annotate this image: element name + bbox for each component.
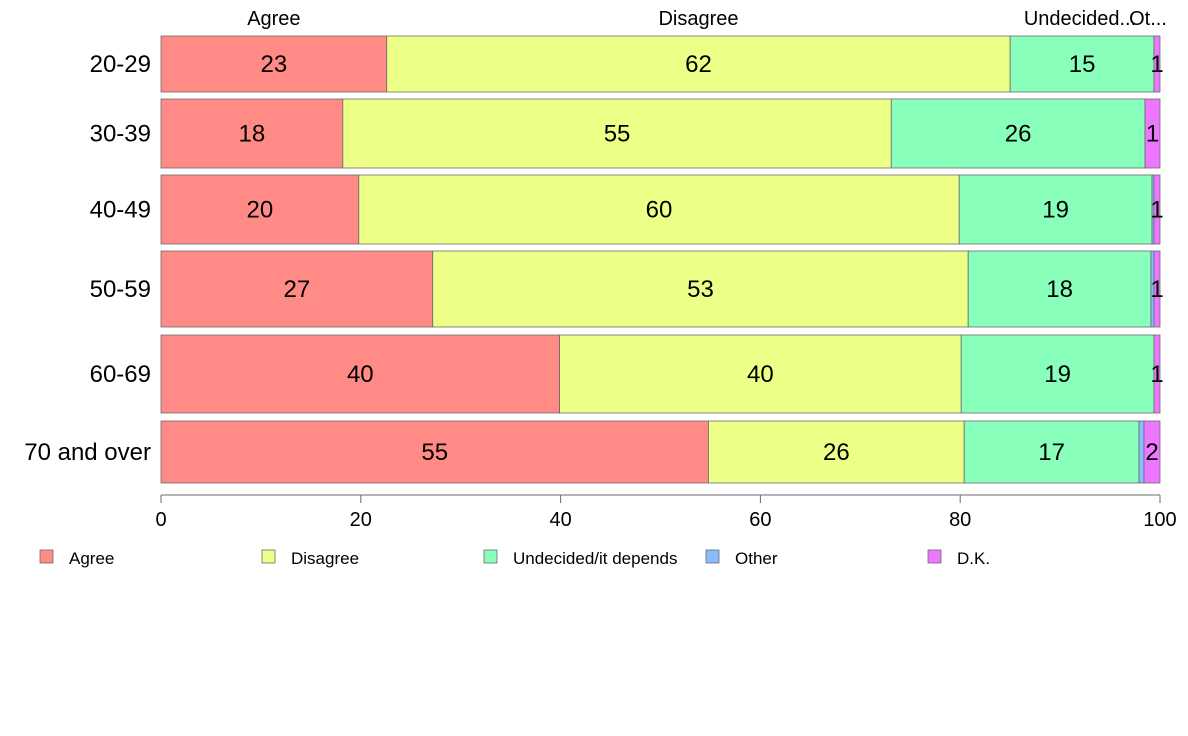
bar-segment-2-row-1 [890, 98, 1146, 169]
bar-segment-2-row-4 [960, 334, 1155, 414]
data-label: 19 [1042, 197, 1069, 224]
bar-segment-2-row-3 [967, 250, 1152, 328]
category-label: 70 and over [24, 439, 151, 466]
x-tick-label: 80 [949, 509, 971, 531]
x-tick-label: 20 [350, 509, 372, 531]
data-label: 15 [1069, 51, 1096, 78]
legend-swatch [927, 549, 942, 564]
legend-label: Disagree [291, 549, 359, 568]
bars-area: 23 62 15 1 18 55 26 1 20 60 19 1 27 53 18 1 40 40 19 1 55 26 1… [160, 35, 1164, 484]
data-label: 40 [347, 361, 374, 388]
x-tick-label: 100 [1143, 509, 1176, 531]
top-segment-label: Disagree [658, 8, 738, 30]
bar-segment-4-row-4 [1153, 334, 1161, 414]
data-label: 18 [1046, 276, 1073, 303]
bar-segment-1-row-1 [342, 98, 892, 169]
bar-segment-1-row-5 [708, 420, 965, 484]
bar-segment-4-row-3 [1153, 250, 1161, 328]
legend-label: Other [735, 549, 778, 568]
data-label: 23 [261, 51, 288, 78]
data-label: 27 [284, 276, 311, 303]
bar-segment-1-row-4 [559, 334, 962, 414]
bar-segment-2-row-0 [1009, 35, 1155, 93]
legend-label: Undecided/it depends [513, 549, 677, 568]
bar-segment-0-row-1 [160, 98, 344, 169]
x-tick-label: 0 [155, 509, 166, 531]
bar-segment-4-row-0 [1153, 35, 1161, 93]
top-segment-labels: Agree Disagree Undecided...Ot... [247, 8, 1167, 30]
data-label: 18 [239, 121, 266, 148]
legend-swatch [705, 549, 720, 564]
data-label: 26 [823, 439, 850, 466]
legend-swatch [483, 549, 498, 564]
bar-segment-0-row-2 [160, 174, 360, 245]
category-label: 20-29 [90, 51, 151, 78]
data-label: 55 [604, 121, 631, 148]
bar-segment-4-row-2 [1153, 174, 1161, 245]
data-label: 17 [1038, 439, 1065, 466]
bar-segment-1-row-0 [386, 35, 1011, 93]
data-label: 60 [646, 197, 673, 224]
category-label: 30-39 [90, 121, 151, 148]
x-tick-label: 40 [549, 509, 571, 531]
legend-swatch [261, 549, 276, 564]
category-label: 50-59 [90, 276, 151, 303]
bar-segment-1-row-2 [358, 174, 960, 245]
top-segment-label: Agree [247, 8, 300, 30]
bar-segment-1-row-3 [432, 250, 969, 328]
data-label: 1 [1150, 276, 1163, 303]
data-label: 20 [247, 197, 274, 224]
category-label: 60-69 [90, 361, 151, 388]
data-label: 19 [1044, 361, 1071, 388]
data-label: 55 [421, 439, 448, 466]
bar-segment-2-row-5 [963, 420, 1140, 484]
legend-label: Agree [69, 549, 114, 568]
bar-segment-3-row-5 [1138, 420, 1145, 484]
data-label: 62 [685, 51, 712, 78]
bar-segment-0-row-0 [160, 35, 388, 93]
data-label: 1 [1146, 121, 1159, 148]
data-label: 53 [687, 276, 714, 303]
bar-segment-0-row-5 [160, 420, 709, 484]
legend: Agree Disagree Undecided/it depends Other D.… [39, 549, 990, 568]
top-segment-label: Ot... [1129, 8, 1167, 30]
data-label: 1 [1150, 197, 1163, 224]
top-segment-label: Undecided... [1024, 8, 1136, 30]
data-label: 2 [1145, 439, 1158, 466]
bar-segment-4-row-1 [1144, 98, 1161, 169]
bar-segment-0-row-4 [160, 334, 561, 414]
legend-label: D.K. [957, 549, 990, 568]
x-tick-label: 60 [749, 509, 771, 531]
data-label: 40 [747, 361, 774, 388]
data-label: 26 [1005, 121, 1032, 148]
category-labels: 20-29 30-39 40-49 50-59 60-69 70 and over [24, 51, 151, 466]
category-label: 40-49 [90, 197, 151, 224]
data-label: 1 [1150, 51, 1163, 78]
data-label: 1 [1150, 361, 1163, 388]
legend-swatch [39, 549, 54, 564]
bar-segment-2-row-2 [958, 174, 1153, 245]
bar-segment-4-row-5 [1143, 420, 1161, 484]
x-axis: 0 20 40 60 80 100 [155, 494, 1177, 531]
